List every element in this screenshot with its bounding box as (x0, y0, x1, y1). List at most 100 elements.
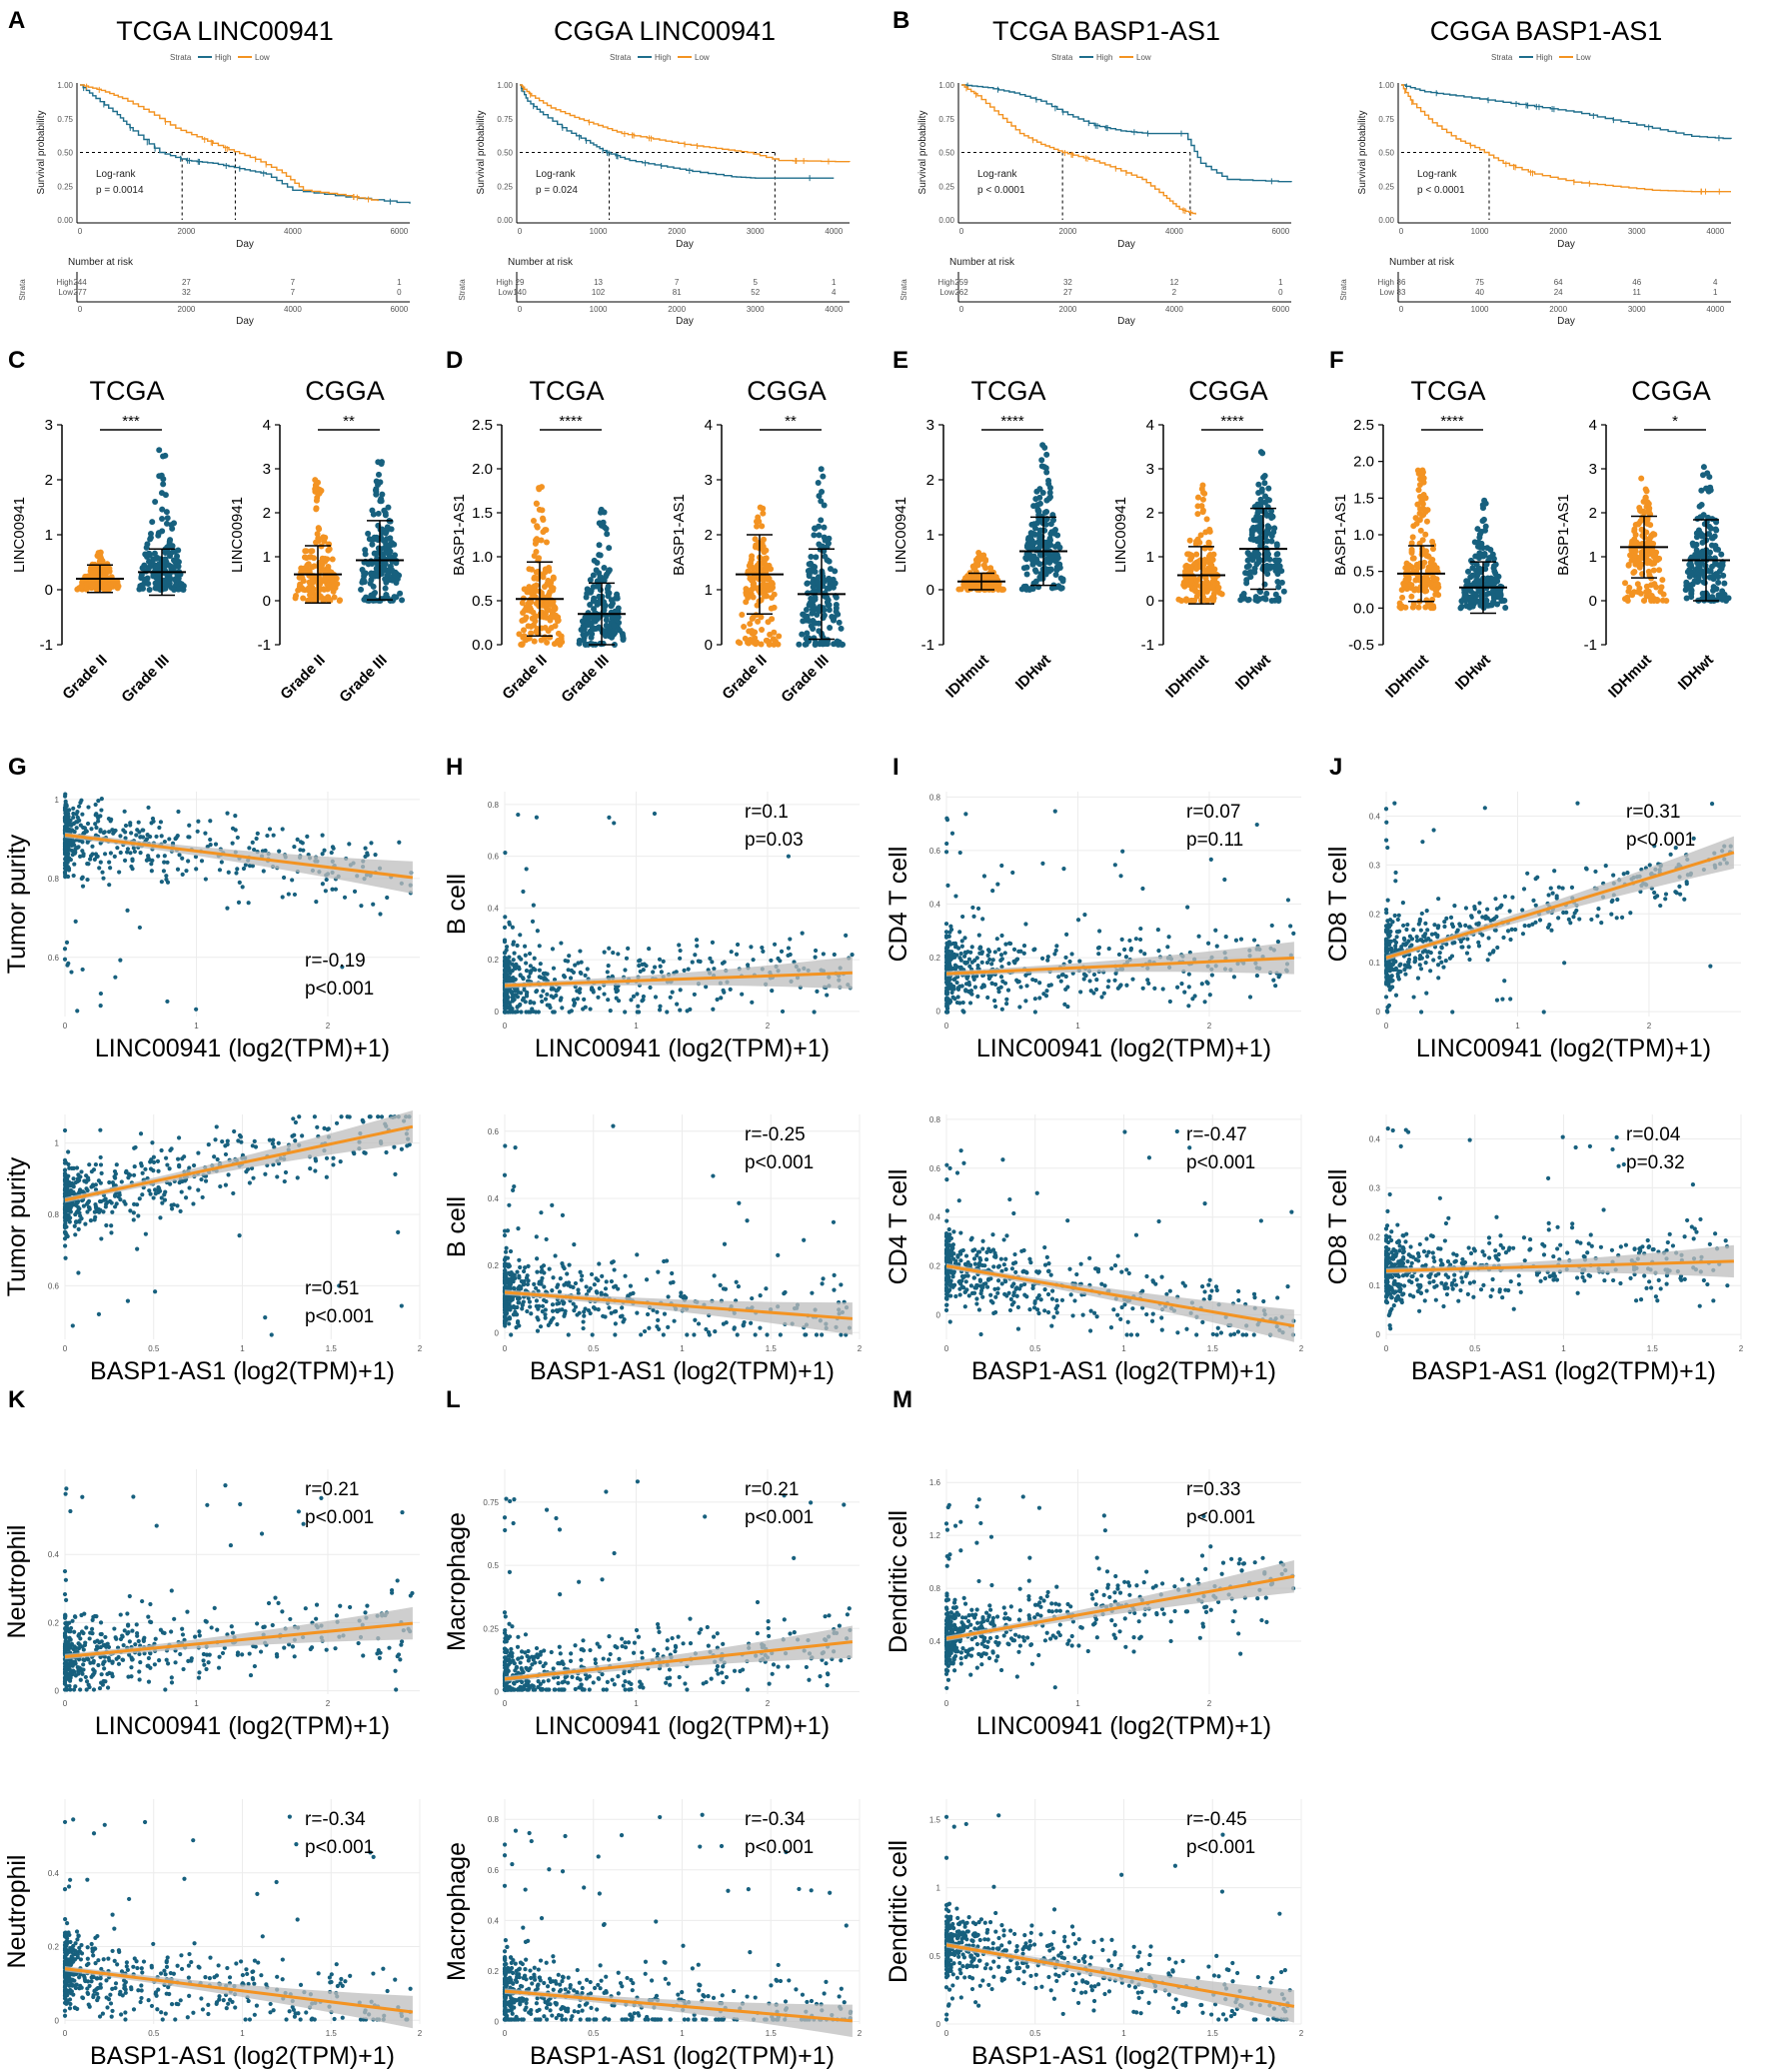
data-point (1036, 544, 1043, 551)
r-value: r=0.07 (1186, 802, 1240, 823)
data-point (722, 990, 727, 995)
data-point (347, 842, 352, 847)
data-point (1206, 528, 1213, 535)
data-point (1041, 565, 1048, 572)
data-point (575, 997, 580, 1002)
data-point (969, 960, 974, 965)
data-point (86, 862, 91, 867)
data-point (959, 944, 964, 949)
data-point (80, 812, 85, 817)
data-point (1663, 597, 1670, 604)
panel-label-E: E (892, 347, 908, 374)
risk-count: 5 (753, 278, 758, 287)
data-point (90, 852, 95, 857)
data-point (292, 844, 297, 850)
data-point (582, 997, 587, 1002)
data-point (64, 940, 70, 946)
data-point (115, 846, 120, 851)
data-point (1112, 978, 1117, 983)
data-point (771, 591, 778, 598)
data-point (319, 555, 326, 562)
data-point (308, 548, 315, 555)
data-point (1280, 588, 1287, 595)
data-point (1010, 870, 1015, 876)
data-point (695, 944, 700, 949)
data-point (520, 998, 526, 1003)
data-point (952, 941, 958, 946)
risk-x-tick: 2000 (1549, 305, 1567, 314)
data-point (1271, 978, 1276, 983)
data-point (1044, 989, 1049, 994)
data-point (533, 582, 540, 589)
data-point (267, 827, 273, 832)
risk-x-label: Day (236, 316, 254, 327)
data-point (623, 1010, 628, 1015)
x-tick-label: 1000 (1471, 227, 1489, 236)
data-point (331, 594, 338, 601)
data-point (1040, 861, 1045, 867)
data-point (1202, 1000, 1207, 1005)
risk-x-tick: 3000 (1628, 305, 1646, 314)
data-point (365, 530, 372, 537)
data-point (1223, 935, 1228, 940)
data-point (948, 924, 953, 929)
data-point (1023, 571, 1030, 578)
x-axis-label: Day (236, 239, 254, 250)
data-point (146, 854, 151, 859)
data-point (1462, 592, 1469, 599)
data-point (372, 589, 379, 596)
data-point (1255, 515, 1262, 522)
data-point (203, 831, 208, 836)
y-tick-label: 0.75 (938, 115, 954, 124)
data-point (301, 848, 306, 853)
data-point (1093, 987, 1099, 993)
data-point (1247, 536, 1254, 543)
data-point (546, 607, 553, 614)
data-point (545, 992, 550, 997)
risk-x-tick: 0 (518, 305, 523, 314)
data-point (636, 1004, 641, 1009)
data-point (825, 540, 832, 547)
data-point (1276, 975, 1281, 980)
data-point (968, 989, 974, 994)
data-point (1268, 597, 1275, 604)
data-point (1621, 596, 1628, 603)
risk-count: 140 (513, 288, 527, 297)
data-point (1118, 874, 1123, 879)
y-tick-label: 0.75 (57, 115, 73, 124)
data-point (596, 995, 601, 1000)
data-point (1208, 552, 1215, 559)
data-point (136, 586, 143, 593)
data-point (502, 1010, 508, 1015)
data-point (543, 539, 550, 546)
data-point (311, 555, 318, 562)
data-point (598, 506, 605, 513)
data-point (1649, 561, 1656, 568)
data-point (822, 553, 829, 560)
data-point (134, 833, 139, 838)
data-point (719, 996, 724, 1001)
data-point (187, 823, 192, 828)
data-point (533, 500, 540, 507)
data-point (1708, 535, 1715, 542)
data-point (94, 855, 99, 860)
data-point (958, 951, 963, 957)
significance-stars: * (1672, 413, 1678, 430)
data-point (1628, 547, 1635, 554)
risk-x-tick: 3000 (747, 305, 765, 314)
data-point (1482, 500, 1489, 507)
data-point (981, 874, 987, 879)
data-point (502, 991, 508, 996)
p-value: p<0.001 (305, 979, 374, 1000)
data-point (1140, 986, 1145, 991)
data-point (1472, 553, 1479, 560)
data-point (237, 880, 242, 885)
data-point (579, 971, 584, 977)
data-point (1273, 551, 1280, 558)
data-point (540, 574, 547, 581)
data-point (604, 531, 611, 538)
data-point (519, 600, 526, 607)
data-point (1048, 983, 1053, 988)
y-tick-label: 2 (705, 527, 713, 544)
risk-count: 2 (1172, 288, 1177, 297)
